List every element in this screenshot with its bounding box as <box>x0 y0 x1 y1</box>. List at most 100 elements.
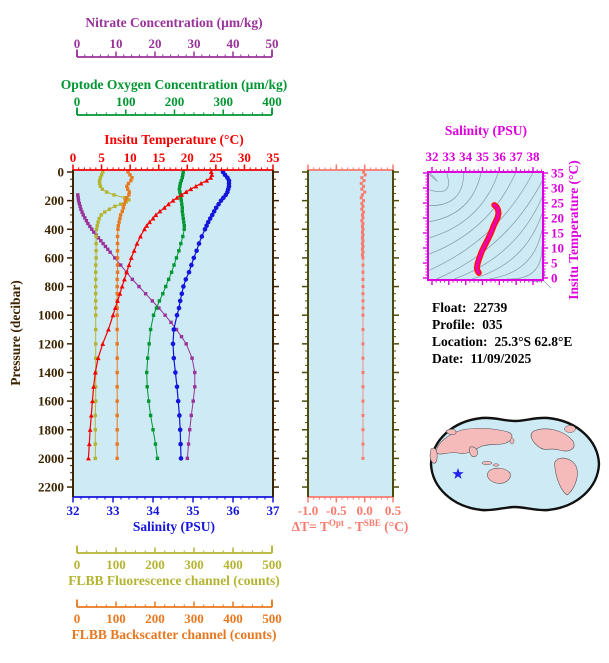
salinity-tick-label: 33 <box>107 503 121 518</box>
backscatter-marker <box>126 187 130 191</box>
backscatter-marker <box>115 370 119 375</box>
backscatter-marker <box>130 176 134 180</box>
fluorescence-marker <box>94 263 98 267</box>
salinity-tick-label: 37 <box>267 503 281 518</box>
oxygen-marker <box>180 176 184 180</box>
oxygen-marker <box>179 241 183 246</box>
ts-salinity-tick-label: 34 <box>459 149 473 164</box>
delta-t-marker <box>361 370 365 374</box>
fluorescence-marker <box>113 204 117 209</box>
ts-temp-tick-label: 20 <box>551 211 564 226</box>
nitrate-marker <box>150 299 154 303</box>
isopycnal-contour <box>427 171 517 255</box>
ts-temp-tick-label: 5 <box>551 256 558 271</box>
delta-t-marker <box>360 176 364 180</box>
delta-t-marker <box>359 196 363 200</box>
temperature-marker <box>87 427 93 432</box>
salinity-marker <box>213 205 219 211</box>
continent-africa-edge <box>429 447 438 464</box>
oxygen-marker <box>181 170 185 174</box>
nitrate-marker <box>81 213 85 217</box>
nitrate-marker <box>76 198 81 203</box>
delta-t-marker <box>361 285 365 289</box>
backscatter-marker <box>115 456 119 461</box>
temperature-marker <box>193 183 199 189</box>
backscatter-marker <box>121 206 126 210</box>
backscatter-tick-label: 0 <box>74 611 81 626</box>
nitrate-tick-label: 30 <box>188 36 201 51</box>
oxygen-marker <box>151 428 155 432</box>
salinity-marker <box>189 262 194 268</box>
backscatter-marker <box>115 313 119 317</box>
backscatter-marker <box>115 256 120 260</box>
temperature-marker <box>86 455 91 461</box>
backscatter-marker <box>127 190 131 194</box>
delta-t-marker <box>360 242 364 246</box>
isopycnal-contour <box>427 171 449 193</box>
delta-t-title-sup-opt: Opt <box>329 518 344 528</box>
fluorescence-axis-title: FLBB Fluorescence channel (counts) <box>68 573 280 588</box>
backscatter-marker <box>116 227 120 231</box>
nitrate-marker <box>79 207 83 211</box>
ts-salinity-tick-label: 33 <box>442 149 456 164</box>
fluorescence-tick-label: 200 <box>145 557 165 572</box>
date-label: Date: <box>432 351 463 366</box>
oxygen-tick-label: 100 <box>116 94 136 109</box>
nitrate-marker <box>86 221 90 226</box>
salinity-marker <box>177 413 182 418</box>
delta-t-marker <box>362 179 366 183</box>
isopycnal-contour <box>489 230 543 280</box>
temperature-marker <box>115 298 120 303</box>
oxygen-marker <box>181 173 185 177</box>
fluorescence-marker <box>94 313 98 317</box>
dt-tick-label: 0.0 <box>357 503 373 518</box>
backscatter-marker <box>115 428 119 432</box>
delta-t-marker <box>362 199 366 203</box>
backscatter-marker <box>116 224 121 228</box>
ts-curve <box>475 203 501 275</box>
salinity-marker <box>178 456 184 461</box>
nitrate-marker <box>179 334 184 339</box>
oxygen-marker <box>182 224 186 228</box>
salinity-marker <box>170 341 176 347</box>
world-map <box>429 416 601 512</box>
delta-t-marker <box>361 239 365 243</box>
delta-t-title-sup-sbe: SBE <box>364 518 381 528</box>
dt-tick-label: 0.5 <box>385 503 402 518</box>
oxygen-tick-label: 300 <box>214 94 234 109</box>
nitrate-marker <box>143 292 148 296</box>
temperature-marker <box>106 327 111 332</box>
oxygen-marker <box>180 202 184 206</box>
temperature-marker <box>112 305 118 311</box>
oxygen-marker <box>154 306 159 310</box>
temperature-marker <box>128 255 134 260</box>
backscatter-marker <box>115 277 119 282</box>
nitrate-marker <box>77 201 82 206</box>
continent-south-america <box>554 457 578 496</box>
oxygen-tick-label: 0 <box>74 94 81 109</box>
float-info-line: Profile: 035 <box>432 317 503 332</box>
backscatter-marker <box>115 399 119 403</box>
oxygen-marker <box>179 178 184 183</box>
fluorescence-marker <box>94 306 98 310</box>
pressure-tick-label: 800 <box>45 279 65 294</box>
nitrate-marker <box>185 456 190 461</box>
oxygen-marker <box>153 442 158 446</box>
temperature-marker <box>183 189 189 195</box>
salinity-marker <box>196 241 202 246</box>
backscatter-tick-label: 500 <box>262 611 282 626</box>
fluorescence-marker <box>93 442 98 446</box>
nitrate-axis-title: Nitrate Concentration (µm/kg) <box>85 15 262 30</box>
delta-t-marker <box>361 342 365 346</box>
profile-label: Profile: <box>432 317 475 332</box>
location-value: 25.3°S 62.8°E <box>495 334 573 349</box>
temperature-axis-title: Insitu Temperature (°C) <box>104 132 243 147</box>
delta-t-marker <box>361 263 365 267</box>
delta-t-marker <box>360 213 364 217</box>
salinity-marker <box>171 327 177 332</box>
temperature-marker <box>131 248 137 253</box>
nitrate-tick-label: 50 <box>266 36 279 51</box>
fluorescence-marker <box>94 277 98 282</box>
nitrate-marker <box>188 428 192 432</box>
nitrate-marker <box>193 385 197 389</box>
